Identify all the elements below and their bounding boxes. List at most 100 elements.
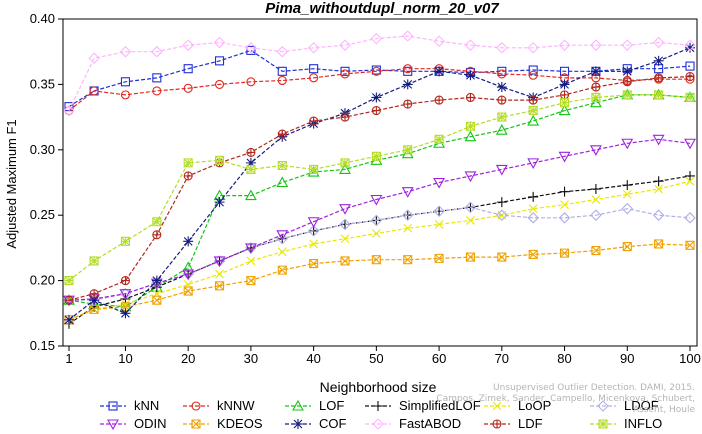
x-tick-label: 70	[495, 351, 509, 366]
data-point	[244, 189, 257, 201]
data-point	[89, 295, 100, 306]
data-point	[591, 92, 601, 103]
legend-label: LoOP	[518, 398, 551, 413]
series-layer	[63, 30, 696, 329]
data-point	[339, 39, 351, 51]
data-point	[685, 176, 695, 186]
data-point	[184, 171, 193, 180]
data-point	[528, 106, 538, 116]
data-point	[276, 45, 289, 58]
data-point	[213, 256, 226, 268]
x-tick-label: 60	[432, 351, 446, 366]
y-tick-label: 0.35	[30, 76, 55, 91]
data-point	[590, 39, 602, 51]
data-point	[246, 164, 256, 174]
legend-swatch-marker	[492, 401, 502, 411]
data-point	[370, 214, 383, 227]
data-point	[558, 39, 571, 51]
data-point	[245, 41, 257, 54]
series-line	[68, 68, 690, 112]
data-point	[559, 186, 570, 197]
legend-item-loop: LoOP	[484, 398, 551, 413]
data-point	[64, 314, 74, 325]
series-line	[68, 138, 691, 301]
data-point	[215, 269, 224, 279]
series-line	[68, 49, 691, 108]
data-point	[151, 275, 162, 286]
data-point	[558, 151, 571, 163]
series-line	[68, 35, 691, 111]
data-point	[527, 212, 539, 224]
data-point	[339, 218, 351, 231]
legend-label: KDEOS	[217, 416, 263, 431]
data-point	[685, 61, 695, 71]
data-point	[244, 243, 257, 255]
legend-label: COF	[319, 416, 347, 431]
data-point	[371, 92, 382, 103]
data-point	[182, 269, 195, 281]
data-point	[466, 93, 475, 102]
data-point	[277, 129, 287, 139]
data-point	[527, 158, 540, 170]
data-point	[276, 230, 289, 241]
data-point	[121, 276, 130, 285]
data-point	[245, 157, 256, 168]
data-point	[496, 41, 508, 54]
data-point	[403, 64, 413, 74]
x-tick-label: 40	[306, 351, 320, 366]
data-point	[623, 77, 632, 86]
data-point	[120, 308, 131, 319]
data-point	[64, 102, 74, 112]
data-point	[528, 65, 538, 75]
data-point	[370, 194, 383, 206]
data-point	[527, 114, 540, 126]
y-tick-label: 0.15	[30, 338, 55, 353]
watermark-line-1: Unsupervised Outlier Detection. DAMI, 20…	[493, 383, 695, 393]
x-tick-label: 50	[369, 351, 383, 366]
legend-label: kNNW	[217, 398, 255, 413]
data-point	[558, 104, 571, 116]
data-point	[246, 148, 255, 157]
legend-swatch-marker	[191, 419, 201, 429]
data-point	[120, 276, 131, 286]
data-point	[496, 209, 508, 221]
data-point	[527, 41, 539, 54]
data-point	[559, 248, 570, 258]
data-point	[591, 83, 600, 92]
data-point	[465, 92, 476, 103]
data-point	[685, 240, 695, 250]
data-point	[278, 130, 287, 139]
data-point	[590, 184, 601, 195]
data-point	[152, 230, 161, 239]
data-point	[183, 158, 193, 168]
data-point	[465, 252, 476, 262]
data-point	[433, 177, 446, 189]
series-inflo	[64, 90, 695, 286]
data-point	[528, 204, 538, 214]
data-point	[403, 145, 413, 155]
data-point	[652, 209, 665, 221]
data-point	[214, 155, 225, 165]
data-point	[120, 302, 131, 312]
data-point	[214, 56, 225, 66]
data-point	[496, 82, 507, 93]
data-point	[183, 171, 193, 181]
data-point	[401, 30, 414, 42]
data-point	[434, 95, 444, 105]
data-point	[528, 249, 538, 259]
data-point	[401, 209, 414, 221]
data-point	[403, 255, 413, 265]
series-line	[68, 94, 691, 308]
series-odin	[63, 134, 696, 307]
legend-swatch-marker	[492, 419, 502, 429]
data-point	[528, 95, 538, 105]
data-point	[152, 295, 162, 305]
data-point	[309, 116, 319, 126]
legend-swatch-marker	[373, 401, 383, 411]
series-kdeos	[64, 239, 695, 325]
data-point	[435, 96, 444, 105]
data-point	[246, 147, 256, 157]
data-point	[654, 184, 664, 194]
legend-item-odin: ODIN	[100, 416, 167, 431]
data-point	[684, 138, 696, 150]
